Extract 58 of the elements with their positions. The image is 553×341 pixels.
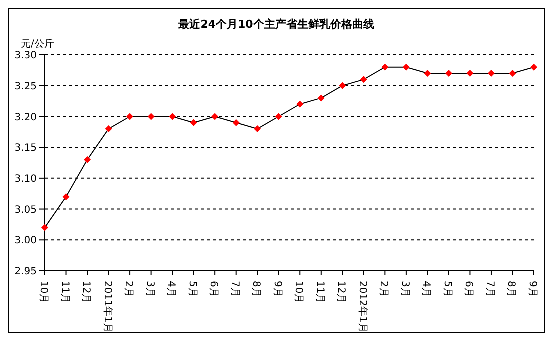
y-tick-label: 3.05 <box>14 204 37 216</box>
x-tick-label: 5月 <box>442 281 453 298</box>
x-tick-label: 9月 <box>527 281 538 298</box>
point <box>296 100 304 108</box>
point <box>254 126 262 133</box>
point <box>232 119 240 126</box>
x-tick-label: 9月 <box>272 281 283 298</box>
x-tick-label: 2月 <box>123 281 134 298</box>
x-tick-label: 6月 <box>208 281 220 298</box>
point <box>190 119 198 126</box>
point <box>402 64 410 71</box>
y-tick-label: 3.10 <box>14 174 37 185</box>
point <box>318 94 325 102</box>
point <box>360 76 368 84</box>
y-tick-label: 3.15 <box>14 143 37 154</box>
point <box>42 224 48 232</box>
x-tick-label: 11月 <box>59 281 70 304</box>
x-tick-label: 12月 <box>336 281 347 304</box>
y-tick-label: 3.20 <box>14 112 37 124</box>
point <box>126 113 134 120</box>
point <box>445 70 452 78</box>
x-tick-label: 7月 <box>484 281 496 298</box>
point <box>169 113 176 120</box>
x-tick-label: 4月 <box>166 281 177 298</box>
x-tick-label: 8月 <box>250 281 262 298</box>
point <box>212 113 219 120</box>
point <box>84 156 92 164</box>
x-tick-label: 8月 <box>506 281 517 298</box>
x-tick-label: 3月 <box>399 281 410 298</box>
x-tick-label: 4月 <box>420 281 432 298</box>
point <box>105 126 112 133</box>
x-tick-label: 3月 <box>144 281 156 298</box>
y-tick-label: 3.25 <box>14 81 37 92</box>
y-tick-label: 3.30 <box>14 50 37 62</box>
x-tick-label: 11月 <box>314 281 326 304</box>
x-tick-label: 2012年1月 <box>356 281 369 333</box>
x-tick-label: 12月 <box>80 281 92 304</box>
point <box>530 64 538 71</box>
point <box>275 113 282 120</box>
y-tick-label: 3.00 <box>14 236 37 247</box>
y-tick-label: 2.95 <box>14 266 37 278</box>
point <box>509 70 516 78</box>
x-tick-label: 6月 <box>463 281 474 298</box>
point <box>382 64 389 71</box>
point <box>424 70 432 78</box>
point <box>62 193 70 200</box>
x-tick-label: 10月 <box>293 281 304 304</box>
point <box>466 70 474 78</box>
x-tick-label: 10月 <box>38 281 49 304</box>
x-tick-label: 2011年1月 <box>102 281 114 333</box>
point <box>339 82 346 90</box>
point <box>488 70 495 78</box>
x-tick-label: 7月 <box>229 281 240 298</box>
chart-title: 最近24个月10个主产省生鲜乳价格曲线 <box>178 17 376 32</box>
point <box>148 113 155 120</box>
x-tick-label: 5月 <box>186 281 198 298</box>
x-tick-label: 2月 <box>378 281 390 298</box>
y-axis-title: 元/公斤 <box>21 38 54 51</box>
